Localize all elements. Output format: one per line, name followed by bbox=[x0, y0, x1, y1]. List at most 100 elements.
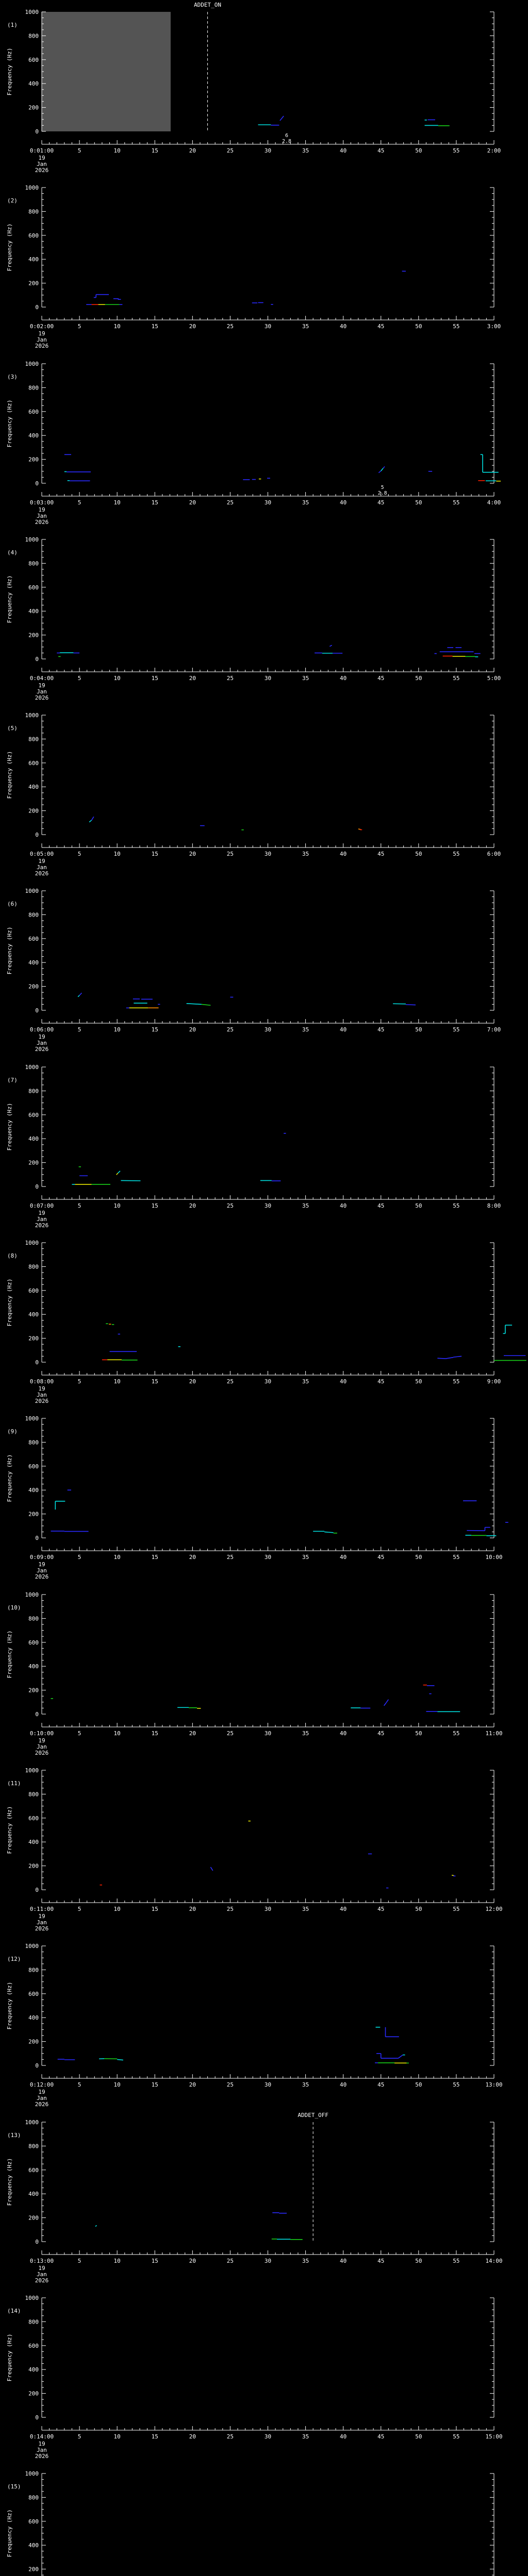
panel-index-label: (1) bbox=[7, 22, 18, 28]
x-start-time-label: 0:12:00 bbox=[30, 2081, 54, 2088]
x-tick-label: 50 bbox=[415, 499, 422, 506]
detection-annotation: 2.8 bbox=[378, 490, 387, 496]
y-axis-title: Frequency (Hz) bbox=[6, 751, 13, 799]
x-end-time-label: 2:00 bbox=[487, 147, 501, 154]
spectrogram-panel-6: 0 200 400 600 800 1000 Frequency (Hz) (6) 0:06:0… bbox=[0, 879, 528, 1055]
x-tick-label: 35 bbox=[302, 499, 309, 506]
x-tick-label: 35 bbox=[302, 323, 309, 330]
y-tick-label: 400 bbox=[28, 80, 39, 87]
detection-annotation: 6 bbox=[285, 133, 288, 139]
y-tick-label: 1000 bbox=[25, 712, 39, 719]
y-tick-label: 600 bbox=[28, 1287, 39, 1294]
x-tick-label: 40 bbox=[340, 1378, 346, 1385]
x-tick-label: 35 bbox=[302, 2433, 309, 2440]
x-end-time-label: 6:00 bbox=[487, 851, 501, 857]
y-axis-title: Frequency (Hz) bbox=[6, 224, 13, 272]
x-end-time-label: 14:00 bbox=[485, 2258, 502, 2264]
x-tick-label: 35 bbox=[302, 675, 309, 682]
panel-plot-8: 0 200 400 600 800 1000 Frequency (Hz) (8) 0:08:0… bbox=[6, 1240, 526, 1404]
x-tick-label: 25 bbox=[227, 675, 234, 682]
x-tick-label: 25 bbox=[227, 851, 234, 857]
y-tick-label: 1000 bbox=[25, 536, 39, 543]
panel-plot-7: 0 200 400 600 800 1000 Frequency (Hz) (7) 0:07:0… bbox=[6, 1064, 501, 1229]
y-tick-label: 0 bbox=[35, 480, 39, 487]
x-tick-label: 10 bbox=[114, 1026, 121, 1033]
panel-plot-2: 0 200 400 600 800 1000 Frequency (Hz) (2) 0:02:0… bbox=[6, 184, 501, 349]
x-tick-label: 40 bbox=[340, 675, 346, 682]
y-tick-label: 1000 bbox=[25, 361, 39, 367]
y-axis-title: Frequency (Hz) bbox=[6, 2334, 13, 2382]
x-tick-label: 5 bbox=[78, 2081, 81, 2088]
y-axis-title: Frequency (Hz) bbox=[6, 2158, 13, 2206]
date-line: Jan bbox=[37, 2447, 47, 2453]
x-tick-label: 25 bbox=[227, 2258, 234, 2264]
y-axis-title: Frequency (Hz) bbox=[6, 400, 13, 448]
x-tick-label: 5 bbox=[78, 2433, 81, 2440]
y-tick-label: 600 bbox=[28, 2167, 39, 2174]
spectrogram-panel-4: 0 200 400 600 800 1000 Frequency (Hz) (4) 0:04:0… bbox=[0, 528, 528, 704]
x-tick-label: 10 bbox=[114, 1730, 121, 1737]
date-line: 19 bbox=[38, 330, 45, 337]
y-tick-label: 1000 bbox=[25, 2470, 39, 2477]
panel-plot-11: 0 200 400 600 800 1000 Frequency (Hz) (11) 0:11:… bbox=[6, 1767, 503, 1932]
x-tick-label: 15 bbox=[152, 1202, 158, 1209]
x-end-time-label: 11:00 bbox=[485, 1730, 502, 1737]
y-tick-label: 400 bbox=[28, 608, 39, 615]
date-line: 2026 bbox=[35, 1398, 49, 1404]
x-tick-label: 30 bbox=[265, 1202, 271, 1209]
panel-plot-5: 0 200 400 600 800 1000 Frequency (Hz) (5) 0:05:0… bbox=[6, 712, 501, 877]
y-tick-label: 1000 bbox=[25, 2295, 39, 2301]
x-tick-label: 35 bbox=[302, 147, 309, 154]
date-line: 2026 bbox=[35, 1222, 49, 1229]
x-tick-label: 35 bbox=[302, 2081, 309, 2088]
x-tick-label: 20 bbox=[189, 675, 196, 682]
y-tick-label: 600 bbox=[28, 760, 39, 767]
y-tick-label: 600 bbox=[28, 1639, 39, 1646]
panel-plot-9: 0 200 400 600 800 1000 Frequency (Hz) (9) 0:09:0… bbox=[6, 1415, 508, 1580]
panel-index-label: (8) bbox=[7, 1252, 18, 1259]
y-tick-label: 1000 bbox=[25, 2119, 39, 2126]
x-tick-label: 5 bbox=[78, 851, 81, 857]
date-line: Jan bbox=[37, 1567, 47, 1574]
date-line: Jan bbox=[37, 513, 47, 519]
x-tick-label: 30 bbox=[265, 1554, 271, 1561]
y-tick-label: 800 bbox=[28, 208, 39, 215]
x-end-time-label: 9:00 bbox=[487, 1378, 501, 1385]
y-tick-label: 0 bbox=[35, 304, 39, 311]
x-tick-label: 5 bbox=[78, 1554, 81, 1561]
date-line: Jan bbox=[37, 1919, 47, 1926]
y-tick-label: 1000 bbox=[25, 9, 39, 15]
y-tick-label: 400 bbox=[28, 784, 39, 790]
y-axis-title: Frequency (Hz) bbox=[6, 1631, 13, 1679]
x-tick-label: 40 bbox=[340, 1026, 346, 1033]
detection-trace bbox=[210, 1867, 213, 1871]
x-tick-label: 10 bbox=[114, 851, 121, 857]
x-tick-label: 45 bbox=[377, 1906, 384, 1912]
y-tick-label: 400 bbox=[28, 2014, 39, 2021]
x-tick-label: 50 bbox=[415, 2081, 422, 2088]
detection-annotation: 5 bbox=[381, 485, 384, 490]
x-tick-label: 20 bbox=[189, 323, 196, 330]
y-tick-label: 200 bbox=[28, 632, 39, 639]
x-tick-label: 45 bbox=[377, 851, 384, 857]
date-line: Jan bbox=[37, 2271, 47, 2278]
date-line: Jan bbox=[37, 1392, 47, 1398]
x-tick-label: 20 bbox=[189, 499, 196, 506]
x-tick-label: 5 bbox=[78, 499, 81, 506]
y-tick-label: 1000 bbox=[25, 1415, 39, 1422]
x-tick-label: 20 bbox=[189, 1202, 196, 1209]
x-tick-label: 15 bbox=[152, 675, 158, 682]
x-start-time-label: 0:10:00 bbox=[30, 1730, 54, 1737]
x-tick-label: 35 bbox=[302, 1378, 309, 1385]
date-line: Jan bbox=[37, 336, 47, 343]
detection-trace bbox=[446, 1357, 454, 1359]
x-tick-label: 50 bbox=[415, 1202, 422, 1209]
x-tick-label: 55 bbox=[453, 1026, 459, 1033]
y-tick-label: 800 bbox=[28, 2318, 39, 2325]
date-line: Jan bbox=[37, 864, 47, 871]
date-line: 2026 bbox=[35, 1046, 49, 1053]
y-tick-label: 1000 bbox=[25, 1591, 39, 1598]
y-tick-label: 400 bbox=[28, 2191, 39, 2197]
x-tick-label: 25 bbox=[227, 1730, 234, 1737]
x-tick-label: 50 bbox=[415, 1026, 422, 1033]
